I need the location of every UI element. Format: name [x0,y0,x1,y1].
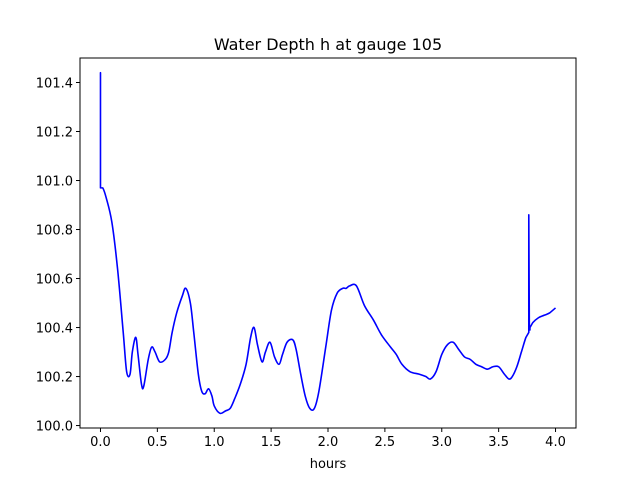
y-tick-label: 100.4 [36,322,73,337]
x-tick-label: 0.5 [147,435,168,450]
x-tick-label: 3.0 [431,435,452,450]
x-tick-label: 2.0 [318,435,339,450]
x-tick-label: 2.5 [375,435,396,450]
series-line [99,71,557,415]
y-tick-label: 100.8 [36,224,73,239]
x-axis-label: hours [310,457,347,472]
x-tick-label: 0.0 [90,435,111,450]
y-tick-label: 101.2 [36,126,73,141]
plot-frame [79,57,577,429]
y-tick-label: 100.2 [36,371,73,386]
x-tick-label: 4.0 [545,435,566,450]
chart-title: Water Depth h at gauge 105 [214,35,442,54]
y-tick-label: 100.6 [36,273,73,288]
x-tick-label: 1.0 [204,435,225,450]
x-tick-label: 1.5 [261,435,282,450]
y-tick-label: 100.0 [36,420,73,435]
series-layer [99,71,557,415]
x-tick-label: 3.5 [488,435,509,450]
y-tick-label: 101.0 [36,175,73,190]
axis-ticks: 0.0 0.5 1.0 1.5 2.0 2.5 3.0 3.5 4.0 100.0 100.2 100… [36,77,566,450]
y-tick-label: 101.4 [36,77,73,92]
